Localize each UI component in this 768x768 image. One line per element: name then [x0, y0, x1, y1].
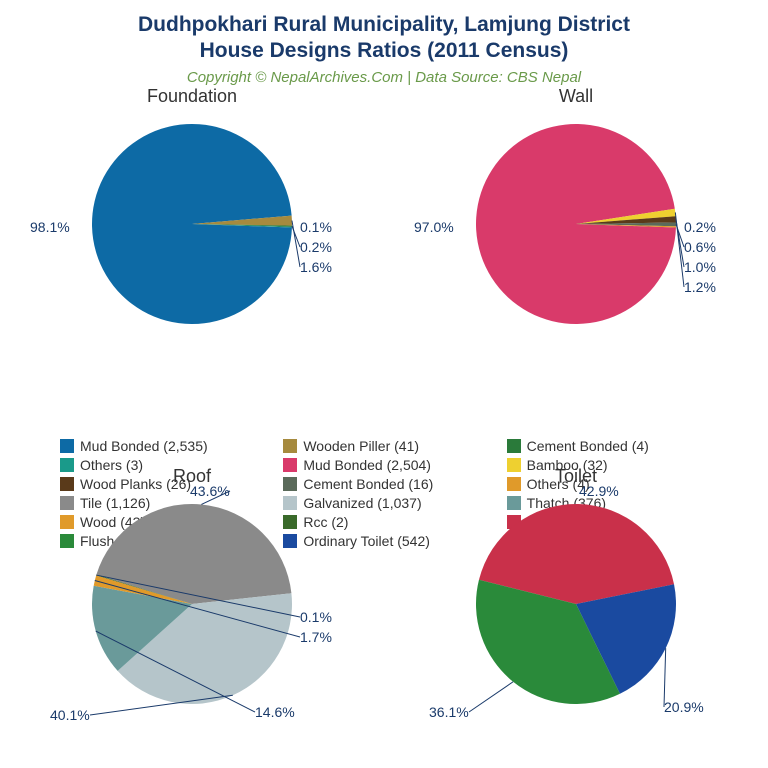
legend-label: Cement Bonded (4) — [527, 438, 649, 454]
foundation-chart: Foundation 98.1% 1.6% 0.2% 0.1% — [0, 86, 384, 339]
wall-chart: Wall 97.0% 1.2% 1.0% 0.6% 0.2% — [384, 86, 768, 339]
roof-chart: Roof 43.6%40.1%14.6%1.7%0.1% — [0, 466, 384, 719]
title-line-2: House Designs Ratios (2011 Census) — [200, 39, 569, 62]
main-title: Dudhpokhari Rural Municipality, Lamjung … — [0, 0, 768, 65]
legend-label: Mud Bonded (2,535) — [80, 438, 208, 454]
pct-label: 0.1% — [300, 609, 332, 625]
roof-pie: 43.6%40.1%14.6%1.7%0.1% — [0, 489, 384, 719]
legend-swatch — [507, 439, 521, 453]
charts-grid: Foundation 98.1% 1.6% 0.2% 0.1% Wall 97.0% 1… — [0, 86, 768, 751]
pct-label: 20.9% — [664, 699, 704, 715]
pct-label: 98.1% — [30, 219, 70, 235]
pct-label: 36.1% — [429, 704, 469, 720]
chart-container: Dudhpokhari Rural Municipality, Lamjung … — [0, 0, 768, 768]
wall-pie: 97.0% 1.2% 1.0% 0.6% 0.2% — [384, 109, 768, 339]
toilet-pie: 42.9%20.9%36.1% — [384, 489, 768, 719]
pie-svg — [476, 504, 676, 704]
foundation-title: Foundation — [0, 86, 384, 107]
pie-svg — [92, 504, 292, 704]
legend-swatch — [283, 439, 297, 453]
legend-item: Wooden Piller (41) — [283, 438, 496, 454]
pct-label: 1.6% — [300, 259, 332, 275]
pct-label: 43.6% — [190, 483, 230, 499]
pct-label: 0.6% — [684, 239, 716, 255]
subtitle: Copyright © NepalArchives.Com | Data Sou… — [0, 69, 768, 86]
foundation-pie: 98.1% 1.6% 0.2% 0.1% — [0, 109, 384, 339]
pct-label: 0.2% — [684, 219, 716, 235]
pie-svg — [476, 124, 676, 324]
wall-title: Wall — [384, 86, 768, 107]
legend-swatch — [60, 439, 74, 453]
legend-label: Wooden Piller (41) — [303, 438, 419, 454]
pct-label: 14.6% — [255, 704, 295, 720]
title-line-1: Dudhpokhari Rural Municipality, Lamjung … — [138, 13, 630, 36]
pct-label: 1.7% — [300, 629, 332, 645]
pct-label: 0.2% — [300, 239, 332, 255]
legend-item: Cement Bonded (4) — [507, 438, 720, 454]
pie-svg — [92, 124, 292, 324]
pct-label: 0.1% — [300, 219, 332, 235]
legend-item: Mud Bonded (2,535) — [60, 438, 273, 454]
pct-label: 1.0% — [684, 259, 716, 275]
toilet-title: Toilet — [384, 466, 768, 487]
pct-label: 97.0% — [414, 219, 454, 235]
pct-label: 40.1% — [50, 707, 90, 723]
toilet-chart: Toilet 42.9% 20.9% 36.1% — [384, 466, 768, 719]
pct-label: 1.2% — [684, 279, 716, 295]
pct-label: 42.9% — [579, 483, 619, 499]
